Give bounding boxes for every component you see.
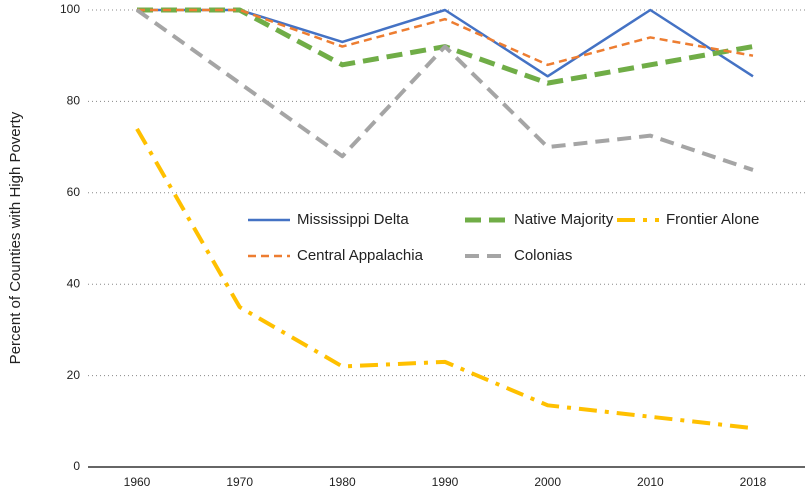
- x-tick-label: 2018: [740, 475, 767, 489]
- y-tick-label: 0: [73, 459, 80, 473]
- y-axis-label: Percent of Counties with High Poverty: [7, 111, 24, 364]
- y-tick-label: 100: [60, 2, 80, 16]
- y-tick-label: 20: [67, 368, 81, 382]
- series-line: [135, 8, 754, 172]
- y-tick-label: 60: [67, 185, 81, 199]
- legend-label: Native Majority: [514, 211, 614, 228]
- legend-label: Mississippi Delta: [297, 211, 409, 228]
- x-tick-label: 1980: [329, 475, 356, 489]
- series-line: [137, 8, 754, 67]
- legend-label: Frontier Alone: [666, 211, 759, 228]
- legend-label: Central Appalachia: [297, 247, 424, 264]
- series-line: [135, 127, 754, 431]
- x-tick-label: 1970: [226, 475, 253, 489]
- x-tick-label: 2000: [534, 475, 561, 489]
- x-tick-label: 1990: [432, 475, 459, 489]
- x-tick-label: 1960: [124, 475, 151, 489]
- y-tick-label: 40: [67, 276, 81, 290]
- x-tick-label: 2010: [637, 475, 664, 489]
- legend-label: Colonias: [514, 247, 572, 264]
- y-tick-label: 80: [67, 94, 81, 108]
